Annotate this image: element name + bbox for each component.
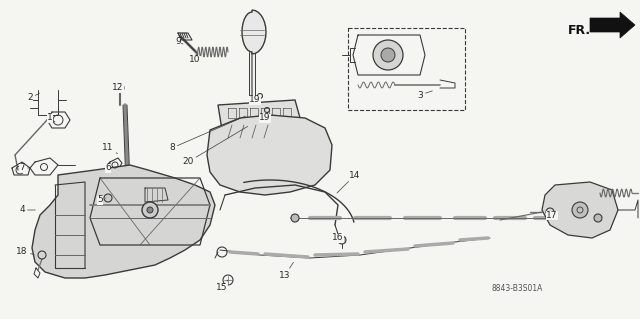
Text: 20: 20 (182, 126, 248, 167)
Text: 8: 8 (169, 116, 246, 152)
Polygon shape (218, 100, 302, 130)
Text: 7: 7 (19, 164, 30, 173)
Text: 2: 2 (27, 93, 40, 102)
Text: 16: 16 (332, 234, 344, 242)
Text: 9: 9 (175, 38, 183, 47)
Circle shape (381, 48, 395, 62)
Polygon shape (590, 12, 635, 38)
Circle shape (147, 207, 153, 213)
Text: 14: 14 (337, 170, 361, 193)
Text: 10: 10 (189, 56, 201, 64)
Text: 13: 13 (279, 262, 294, 279)
Text: 17: 17 (547, 211, 557, 219)
Circle shape (291, 214, 299, 222)
Text: 1: 1 (47, 114, 55, 122)
Circle shape (142, 202, 158, 218)
Text: FR.: FR. (568, 24, 591, 36)
Circle shape (572, 202, 588, 218)
Polygon shape (242, 10, 266, 54)
Text: 19: 19 (259, 112, 271, 122)
Text: 18: 18 (16, 248, 35, 256)
Text: 15: 15 (216, 280, 228, 293)
Text: 3: 3 (417, 91, 433, 100)
Circle shape (104, 194, 112, 202)
Text: 6: 6 (105, 164, 111, 173)
Text: 8843-B3S01A: 8843-B3S01A (492, 284, 543, 293)
Text: 11: 11 (102, 144, 118, 154)
Text: 19: 19 (249, 95, 261, 105)
Circle shape (338, 236, 346, 244)
Polygon shape (542, 182, 618, 238)
Circle shape (594, 214, 602, 222)
Text: 12: 12 (112, 84, 124, 93)
Polygon shape (32, 165, 215, 278)
Polygon shape (207, 115, 332, 195)
Circle shape (373, 40, 403, 70)
Text: 4: 4 (19, 205, 35, 214)
Text: 5: 5 (97, 196, 106, 204)
